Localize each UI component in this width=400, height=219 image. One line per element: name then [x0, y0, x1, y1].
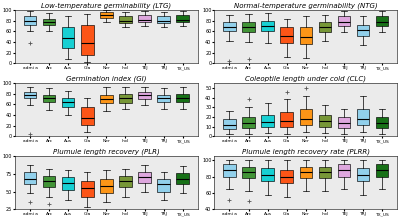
- PathPatch shape: [43, 19, 56, 25]
- PathPatch shape: [24, 16, 36, 25]
- PathPatch shape: [242, 117, 255, 128]
- PathPatch shape: [62, 177, 74, 190]
- PathPatch shape: [81, 25, 94, 55]
- PathPatch shape: [81, 181, 94, 197]
- PathPatch shape: [43, 176, 56, 187]
- PathPatch shape: [223, 164, 236, 177]
- PathPatch shape: [357, 168, 369, 182]
- PathPatch shape: [24, 172, 36, 184]
- PathPatch shape: [280, 27, 293, 43]
- PathPatch shape: [357, 25, 369, 36]
- PathPatch shape: [119, 94, 132, 103]
- Title: Germination index (GI): Germination index (GI): [66, 76, 147, 82]
- Title: Coleoptile length under cold (CLC): Coleoptile length under cold (CLC): [245, 76, 366, 82]
- PathPatch shape: [158, 95, 170, 102]
- PathPatch shape: [338, 117, 350, 128]
- PathPatch shape: [262, 115, 274, 127]
- PathPatch shape: [176, 15, 189, 22]
- PathPatch shape: [62, 27, 74, 48]
- PathPatch shape: [262, 21, 274, 31]
- PathPatch shape: [300, 27, 312, 44]
- PathPatch shape: [100, 12, 113, 18]
- PathPatch shape: [176, 94, 189, 102]
- PathPatch shape: [119, 176, 132, 187]
- PathPatch shape: [223, 119, 236, 129]
- PathPatch shape: [158, 179, 170, 192]
- PathPatch shape: [376, 117, 388, 128]
- PathPatch shape: [158, 16, 170, 23]
- PathPatch shape: [119, 16, 132, 23]
- PathPatch shape: [338, 16, 350, 26]
- PathPatch shape: [318, 115, 331, 127]
- PathPatch shape: [300, 109, 312, 125]
- PathPatch shape: [176, 173, 189, 184]
- PathPatch shape: [280, 170, 293, 183]
- PathPatch shape: [376, 164, 388, 177]
- PathPatch shape: [318, 22, 331, 32]
- PathPatch shape: [43, 95, 56, 102]
- PathPatch shape: [262, 168, 274, 182]
- Title: Plumule length recovery (PLR): Plumule length recovery (PLR): [53, 149, 160, 155]
- PathPatch shape: [62, 98, 74, 107]
- PathPatch shape: [376, 16, 388, 26]
- PathPatch shape: [357, 109, 369, 125]
- PathPatch shape: [138, 92, 151, 99]
- PathPatch shape: [300, 167, 312, 178]
- PathPatch shape: [24, 92, 36, 98]
- PathPatch shape: [100, 179, 113, 193]
- Title: Low-temperature germinability (LTG): Low-temperature germinability (LTG): [41, 3, 172, 9]
- PathPatch shape: [242, 167, 255, 178]
- PathPatch shape: [138, 172, 151, 183]
- PathPatch shape: [81, 107, 94, 125]
- PathPatch shape: [138, 15, 151, 22]
- Title: Plumule length recovery rate (PLRR): Plumule length recovery rate (PLRR): [242, 149, 370, 155]
- PathPatch shape: [100, 95, 113, 103]
- PathPatch shape: [338, 164, 350, 177]
- Title: Normal-temperature germinability (NTG): Normal-temperature germinability (NTG): [234, 3, 378, 9]
- PathPatch shape: [223, 22, 236, 31]
- PathPatch shape: [242, 22, 255, 32]
- PathPatch shape: [280, 112, 293, 127]
- PathPatch shape: [318, 167, 331, 178]
